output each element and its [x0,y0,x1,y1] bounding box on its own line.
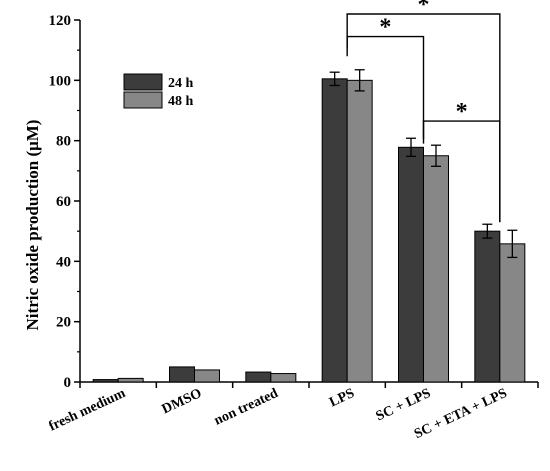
chart-legend: 24 h 48 h [123,73,194,109]
y-tick-label: 0 [64,375,72,391]
bar-24h [169,366,195,383]
bar-24h [92,379,119,383]
significance-star: * [379,15,391,41]
y-tick-label: 100 [49,73,72,89]
legend-swatch [123,91,163,109]
significance-bracket [346,13,501,223]
chart-bars [92,78,526,383]
significance-star: * [456,99,468,125]
legend-label: 24 h [168,76,194,91]
significance-star: * [418,0,430,18]
y-tick-label: 40 [56,254,71,270]
legend-label: 48 h [168,94,194,109]
y-tick-label: 60 [56,194,71,210]
bar-24h [245,371,272,383]
y-axis-label: Nitric oxide production (μM) [23,120,42,331]
bar-48h [270,373,297,383]
bar-48h [499,243,526,383]
x-category-label: SC + LPS [374,386,434,424]
x-category-label: non treated [212,386,281,429]
bar-48h [117,377,144,383]
legend-swatch [123,73,163,91]
bar-48h [194,369,220,383]
x-category-label: fresh medium [47,386,128,435]
x-category-label: LPS [327,386,357,411]
bar-24h [474,230,501,383]
bar-48h [423,155,449,383]
y-tick-label: 80 [56,134,71,150]
bar-24h [398,146,424,383]
significance-bracket [422,120,501,223]
significance-brackets: * * * [346,0,501,223]
bar-48h [346,79,373,383]
y-tick-label: 120 [49,13,72,29]
chart-error-bars [329,69,518,259]
x-category-label: DMSO [160,386,205,417]
bar-24h [321,78,348,383]
y-tick-label: 20 [56,315,71,331]
